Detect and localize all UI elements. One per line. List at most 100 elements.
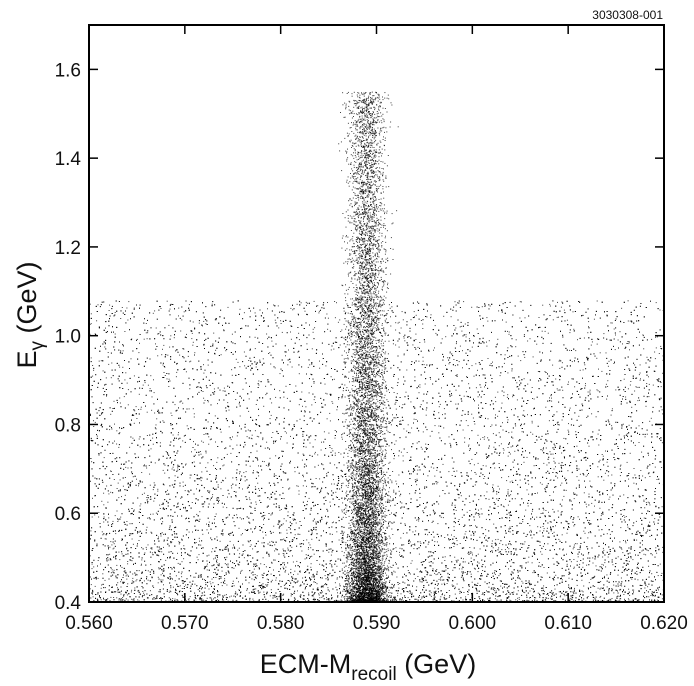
data-point bbox=[367, 425, 369, 427]
data-point bbox=[487, 437, 489, 439]
data-point bbox=[315, 582, 317, 583]
data-point bbox=[408, 580, 409, 581]
data-point bbox=[618, 581, 620, 583]
data-point bbox=[178, 315, 179, 317]
data-point bbox=[198, 574, 200, 576]
data-point bbox=[162, 420, 164, 422]
data-point bbox=[649, 420, 651, 422]
data-point bbox=[649, 535, 651, 537]
data-point bbox=[259, 591, 261, 593]
data-point bbox=[235, 399, 237, 400]
data-point bbox=[393, 392, 395, 393]
data-point bbox=[236, 599, 238, 601]
data-point bbox=[302, 577, 304, 579]
data-point bbox=[305, 406, 307, 408]
data-point bbox=[290, 331, 291, 333]
data-point bbox=[111, 567, 112, 569]
data-point bbox=[445, 364, 446, 366]
data-point bbox=[399, 547, 401, 549]
data-point bbox=[463, 395, 465, 397]
data-point bbox=[319, 367, 321, 369]
data-point bbox=[132, 476, 134, 478]
data-point bbox=[249, 465, 251, 467]
data-point bbox=[318, 594, 320, 596]
data-point bbox=[568, 381, 569, 383]
data-point bbox=[481, 594, 483, 595]
data-point bbox=[353, 549, 355, 550]
data-point bbox=[334, 464, 336, 466]
data-point bbox=[189, 474, 191, 476]
data-point bbox=[556, 411, 558, 413]
data-point bbox=[293, 574, 294, 576]
data-point bbox=[248, 398, 250, 400]
data-point bbox=[554, 588, 556, 590]
data-point bbox=[381, 476, 383, 478]
data-point bbox=[647, 586, 649, 588]
data-point bbox=[239, 553, 241, 555]
data-point bbox=[285, 355, 286, 357]
data-point bbox=[487, 358, 489, 359]
data-point bbox=[588, 493, 590, 495]
data-point bbox=[94, 421, 96, 423]
data-point bbox=[162, 348, 163, 350]
data-point bbox=[198, 537, 200, 539]
data-point bbox=[436, 585, 438, 586]
data-point bbox=[242, 533, 243, 535]
data-point bbox=[455, 509, 457, 511]
data-point bbox=[298, 332, 300, 334]
data-point bbox=[286, 432, 287, 434]
data-point bbox=[267, 338, 268, 340]
data-point bbox=[645, 554, 647, 556]
data-point bbox=[505, 498, 507, 500]
data-point bbox=[547, 543, 549, 545]
data-point bbox=[508, 432, 510, 434]
data-point bbox=[263, 405, 265, 407]
data-point bbox=[90, 597, 92, 599]
data-point bbox=[251, 438, 253, 440]
data-point bbox=[334, 317, 336, 319]
data-point bbox=[198, 322, 200, 324]
data-point bbox=[646, 531, 648, 532]
data-point bbox=[170, 424, 172, 426]
data-point bbox=[416, 519, 418, 521]
data-point bbox=[389, 566, 391, 568]
data-point bbox=[358, 412, 359, 414]
data-point bbox=[231, 585, 233, 587]
data-point bbox=[201, 477, 203, 479]
data-point bbox=[308, 437, 310, 439]
data-point bbox=[253, 470, 254, 472]
data-point bbox=[467, 594, 469, 595]
data-point bbox=[258, 380, 260, 382]
data-point bbox=[227, 496, 228, 498]
data-point bbox=[619, 331, 621, 333]
data-point bbox=[254, 348, 256, 350]
data-point bbox=[508, 568, 509, 570]
data-point bbox=[602, 455, 604, 457]
data-point bbox=[477, 582, 479, 584]
data-point bbox=[388, 521, 390, 523]
data-point bbox=[507, 504, 509, 506]
data-point bbox=[380, 501, 382, 503]
data-point bbox=[583, 337, 585, 339]
data-point bbox=[158, 567, 160, 569]
data-point bbox=[153, 482, 155, 484]
data-point bbox=[403, 353, 405, 355]
data-point bbox=[507, 419, 509, 421]
data-point bbox=[456, 470, 458, 472]
data-point bbox=[120, 586, 122, 588]
data-point bbox=[536, 343, 538, 345]
data-point bbox=[302, 433, 304, 435]
data-point bbox=[400, 327, 402, 329]
data-point bbox=[185, 584, 187, 586]
data-point bbox=[418, 553, 420, 555]
data-point bbox=[361, 526, 363, 528]
data-point bbox=[312, 595, 314, 597]
data-point bbox=[434, 347, 435, 349]
data-point bbox=[595, 591, 597, 593]
data-point bbox=[313, 576, 315, 578]
data-point bbox=[662, 372, 664, 374]
data-point bbox=[135, 573, 137, 575]
data-point bbox=[598, 444, 600, 446]
data-point bbox=[604, 472, 606, 474]
data-point bbox=[119, 366, 121, 368]
